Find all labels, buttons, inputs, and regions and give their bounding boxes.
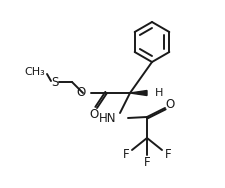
Text: S: S [51, 76, 59, 89]
Text: F: F [165, 148, 171, 161]
Text: O: O [89, 108, 99, 121]
Text: F: F [123, 148, 129, 161]
Text: O: O [77, 86, 86, 99]
Polygon shape [130, 90, 147, 96]
Text: CH₃: CH₃ [25, 67, 45, 77]
Text: F: F [144, 155, 150, 168]
Text: HN: HN [99, 111, 116, 124]
Text: O: O [165, 99, 175, 111]
Text: H: H [155, 88, 163, 98]
